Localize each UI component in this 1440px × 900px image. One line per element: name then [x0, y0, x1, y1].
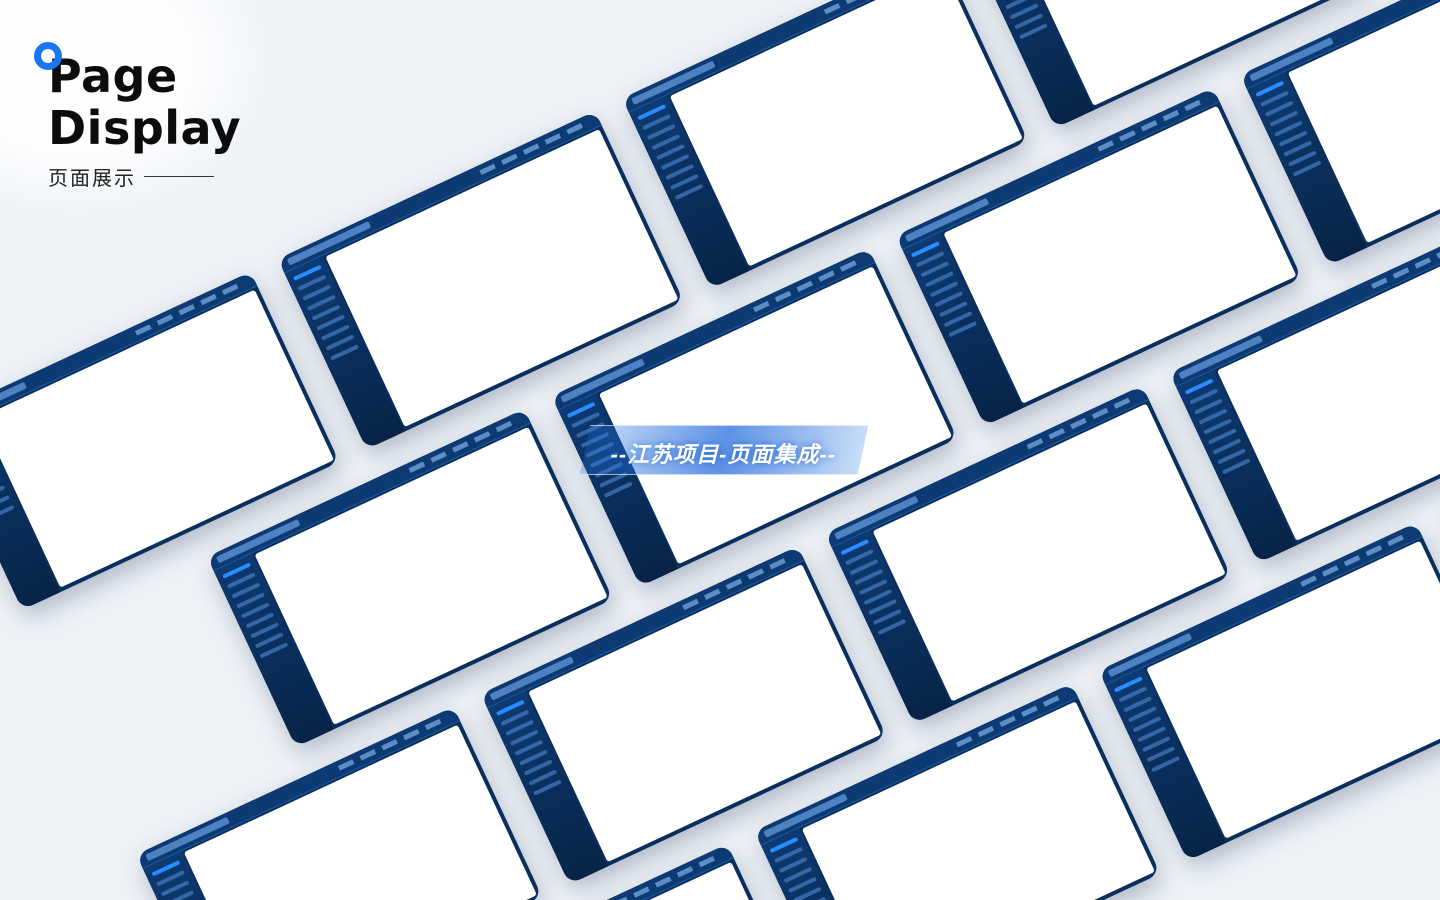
card-sidebar-item — [0, 504, 15, 522]
project-banner-text: --江苏项目-页面集成-- — [610, 442, 837, 467]
headline-subtitle: 页面展示 — [48, 168, 136, 190]
card-yellow-map — [136, 706, 543, 900]
headline-backdrop — [0, 0, 300, 240]
ring-logo-icon — [34, 42, 62, 70]
headline-subtitle-row: 页面展示 — [48, 162, 241, 191]
headline: Page Display 页面展示 — [34, 42, 242, 191]
headline-title-line2: Display — [48, 101, 242, 155]
project-banner: --江苏项目-页面集成-- — [579, 425, 869, 475]
headline-title-line1: Page — [48, 49, 178, 103]
subtitle-divider — [144, 176, 214, 177]
